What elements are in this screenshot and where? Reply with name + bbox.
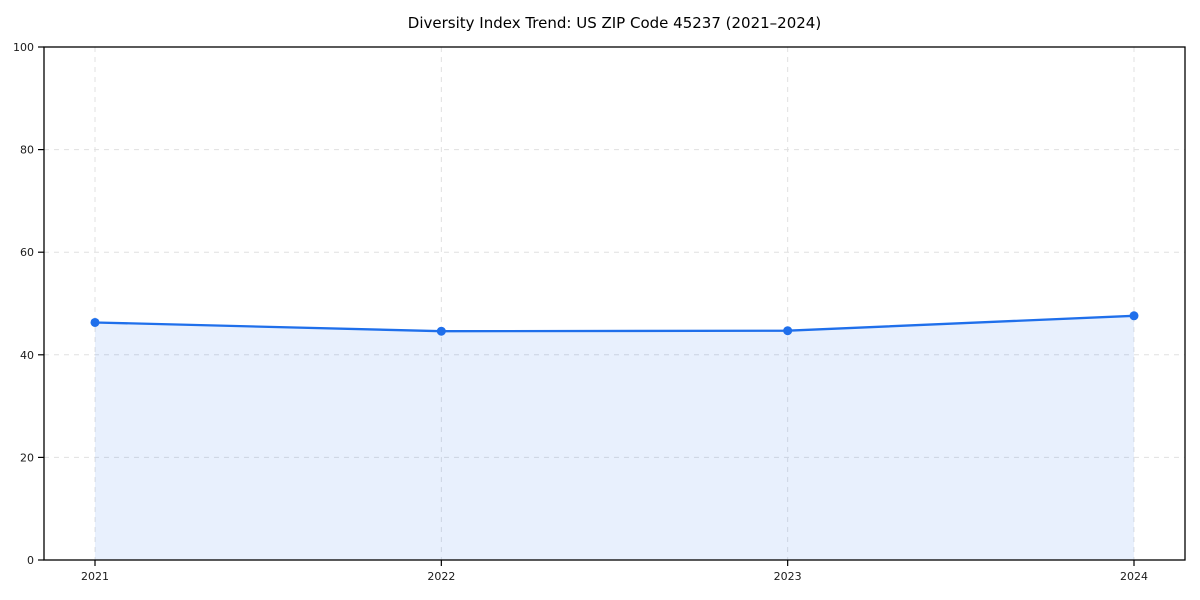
x-tick-label: 2021 [81, 570, 109, 583]
data-point-marker [90, 317, 100, 327]
x-tick-label: 2023 [774, 570, 802, 583]
trend-line [93, 314, 1136, 333]
data-point-marker [436, 326, 446, 336]
area-fill [95, 315, 1134, 560]
y-tick-label: 100 [13, 41, 34, 54]
y-tick-label: 20 [20, 451, 34, 464]
data-point-marker [783, 326, 793, 336]
y-tick-label: 80 [20, 144, 34, 157]
x-tick-label: 2022 [427, 570, 455, 583]
chart-title: Diversity Index Trend: US ZIP Code 45237… [407, 14, 822, 32]
y-tick-label: 0 [27, 554, 34, 567]
plot-frame [43, 46, 1186, 561]
y-tick-label: 40 [20, 349, 34, 362]
x-tick-label: 2024 [1120, 570, 1148, 583]
data-point-marker [1129, 311, 1139, 321]
y-tick-label: 60 [20, 246, 34, 259]
